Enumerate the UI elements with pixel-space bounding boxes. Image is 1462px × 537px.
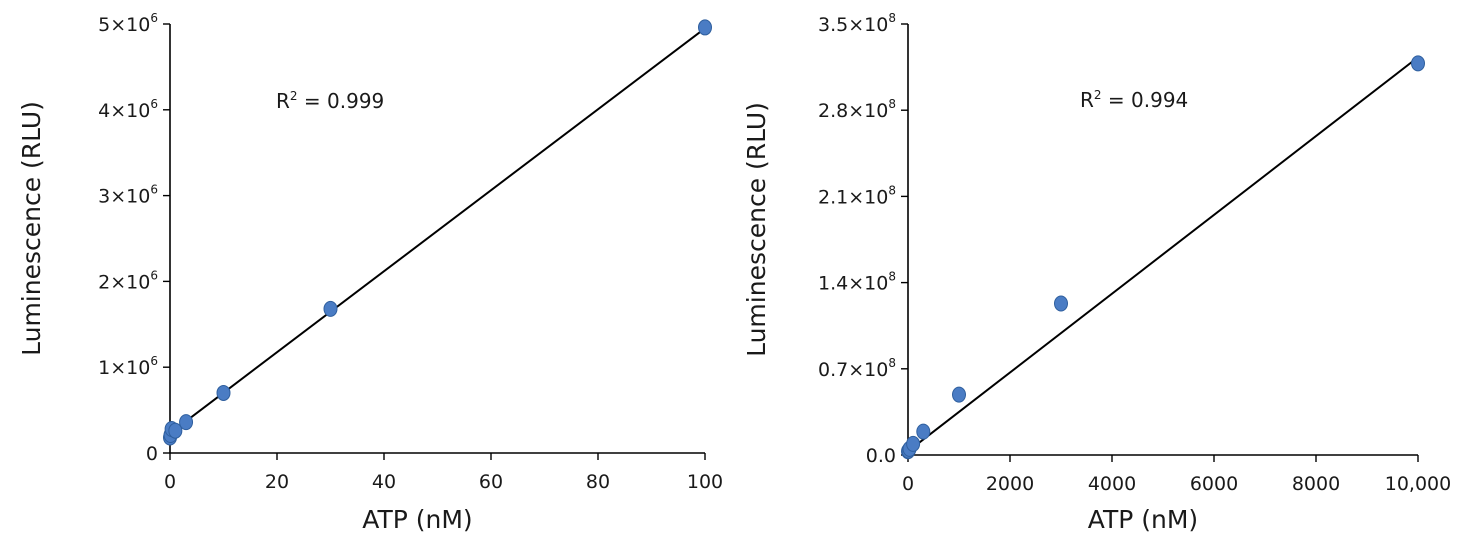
y-tick-label: 0.7×108 — [818, 356, 896, 381]
x-tick-label: 40 — [372, 471, 396, 493]
y-axis-title: Luminescence (RLU) — [17, 101, 46, 356]
data-point — [1411, 55, 1425, 72]
data-point — [906, 435, 921, 452]
y-tick-label: 2.1×108 — [818, 183, 896, 208]
y-tick-label: 2.8×108 — [818, 97, 896, 122]
data-point — [216, 384, 231, 401]
y-tick-label: 3.5×108 — [818, 11, 896, 36]
data-point — [916, 423, 931, 440]
r-squared-annotation: R2 = 0.999 — [276, 89, 384, 113]
x-tick-label: 20 — [265, 471, 289, 493]
x-tick-label: 2000 — [986, 473, 1034, 495]
data-point — [323, 300, 338, 317]
data-point — [952, 386, 966, 403]
x-tick-label: 8000 — [1292, 473, 1340, 495]
y-tick-label: 2×106 — [98, 268, 158, 293]
y-tick-label: 3×106 — [98, 183, 158, 208]
y-axis-title: Luminescence (RLU) — [742, 102, 771, 357]
x-axis-title: ATP (nM) — [1088, 505, 1198, 534]
x-tick-label: 0 — [164, 471, 176, 493]
y-tick-label: 0.0 — [866, 445, 896, 467]
y-tick-label: 4×106 — [98, 97, 158, 122]
x-tick-label: 10,000 — [1385, 473, 1451, 495]
data-point — [168, 422, 183, 439]
x-tick-label: 80 — [586, 471, 610, 493]
x-tick-label: 4000 — [1088, 473, 1136, 495]
data-point — [1054, 295, 1068, 312]
x-tick-label: 6000 — [1190, 473, 1238, 495]
x-tick-label: 0 — [902, 473, 914, 495]
y-tick-label: 5×106 — [98, 11, 158, 36]
r-squared-annotation: R2 = 0.994 — [1080, 88, 1188, 112]
data-point — [698, 19, 712, 36]
x-axis-title: ATP (nM) — [362, 505, 472, 534]
y-tick-label: 1.4×108 — [818, 270, 896, 295]
trendline — [907, 56, 1419, 453]
trendline — [169, 27, 706, 435]
x-tick-label: 60 — [479, 471, 503, 493]
chart-1: 0 1×106 2×106 3×106 4×106 5×106 0 20 40 60 80 100 AT… — [17, 11, 723, 534]
y-tick-label: 1×106 — [98, 354, 158, 379]
y-tick-label: 0 — [146, 443, 158, 465]
chart-2: 0.0 0.7×108 1.4×108 2.1×108 2.8×108 3.5×108 0 2… — [742, 11, 1451, 534]
x-tick-label: 100 — [687, 471, 723, 493]
data-point — [179, 414, 194, 431]
